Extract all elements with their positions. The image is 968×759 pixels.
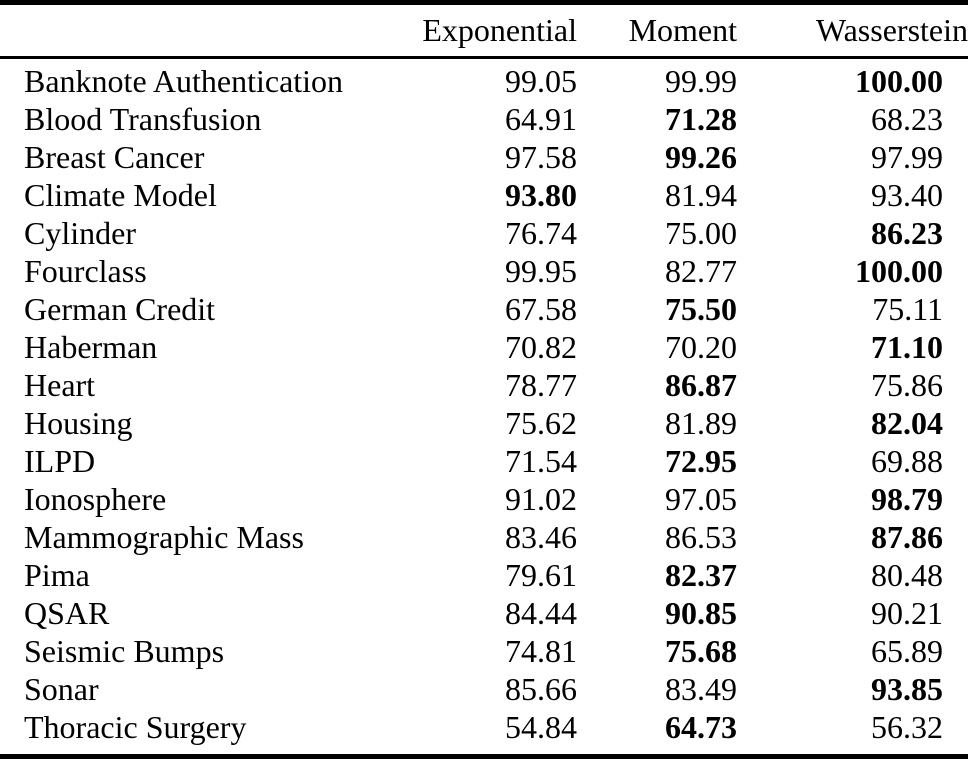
dataset-name: Seismic Bumps [24,633,225,669]
table-row: Climate Model 93.80 81.94 93.40 [0,176,968,214]
value-cell: 78.77 [505,367,577,403]
table-header: Exponential Moment Wasserstein [0,3,968,58]
value-cell: 85.66 [505,671,577,707]
dataset-name: Cylinder [24,215,136,251]
table-row: Fourclass 99.95 82.77 100.00 [0,252,968,290]
value-cell: 76.74 [505,215,577,251]
dataset-name: German Credit [24,291,216,327]
header-moment: Moment [628,12,737,48]
value-cell: 70.20 [665,329,737,365]
value-cell: 83.49 [665,671,737,707]
table-row: Thoracic Surgery 54.84 64.73 56.32 [0,708,968,757]
value-cell: 81.94 [665,177,737,213]
value-cell-best: 87.86 [871,519,943,555]
value-cell-best: 100.00 [855,253,943,289]
value-cell-best: 82.04 [871,405,943,441]
value-cell: 86.53 [665,519,737,555]
value-cell: 79.61 [505,557,577,593]
value-cell-best: 75.68 [665,633,737,669]
value-cell: 56.32 [871,709,943,745]
value-cell: 75.86 [871,367,943,403]
value-cell: 97.58 [505,139,577,175]
dataset-name: Fourclass [24,253,147,289]
value-cell: 65.89 [871,633,943,669]
dataset-name: Ionosphere [24,481,167,517]
table-row: Mammographic Mass 83.46 86.53 87.86 [0,518,968,556]
value-cell: 99.99 [665,63,737,99]
dataset-name: Pima [24,557,90,593]
table-row: Banknote Authentication 99.05 99.99 100.00 [0,58,968,101]
value-cell-best: 71.10 [871,329,943,365]
value-cell-best: 71.28 [665,101,737,137]
dataset-name: Blood Transfusion [24,101,262,137]
value-cell: 91.02 [505,481,577,517]
value-cell: 75.62 [505,405,577,441]
header-dataset-empty [0,3,390,58]
table-row: German Credit 67.58 75.50 75.11 [0,290,968,328]
value-cell-best: 93.85 [871,671,943,707]
value-cell-best: 90.85 [665,595,737,631]
value-cell: 70.82 [505,329,577,365]
table-row: Seismic Bumps 74.81 75.68 65.89 [0,632,968,670]
table-row: QSAR 84.44 90.85 90.21 [0,594,968,632]
dataset-name: Banknote Authentication [24,63,344,99]
value-cell-best: 72.95 [665,443,737,479]
value-cell-best: 93.80 [505,177,577,213]
value-cell: 83.46 [505,519,577,555]
value-cell-best: 100.00 [855,63,943,99]
table-row: Blood Transfusion 64.91 71.28 68.23 [0,100,968,138]
value-cell-best: 99.26 [665,139,737,175]
dataset-name: Thoracic Surgery [24,709,247,745]
value-cell-best: 86.23 [871,215,943,251]
dataset-name: Housing [24,405,133,441]
table-row: Ionosphere 91.02 97.05 98.79 [0,480,968,518]
dataset-name: ILPD [24,443,96,479]
table-row: Breast Cancer 97.58 99.26 97.99 [0,138,968,176]
table-row: Pima 79.61 82.37 80.48 [0,556,968,594]
value-cell: 71.54 [505,443,577,479]
header-row: Exponential Moment Wasserstein [0,3,968,58]
table-row: Housing 75.62 81.89 82.04 [0,404,968,442]
dataset-name: Heart [24,367,96,403]
header-wasserstein: Wasserstein [815,12,968,48]
value-cell: 67.58 [505,291,577,327]
table-row: Haberman 70.82 70.20 71.10 [0,328,968,366]
value-cell: 97.99 [871,139,943,175]
value-cell: 90.21 [871,595,943,631]
value-cell: 99.95 [505,253,577,289]
dataset-name: Breast Cancer [24,139,205,175]
value-cell: 75.11 [872,291,943,327]
table-row: Heart 78.77 86.87 75.86 [0,366,968,404]
table-body: Banknote Authentication 99.05 99.99 100.00 B… [0,58,968,757]
value-cell: 75.00 [665,215,737,251]
dataset-name: QSAR [24,595,110,631]
value-cell: 68.23 [871,101,943,137]
value-cell-best: 86.87 [665,367,737,403]
value-cell: 93.40 [871,177,943,213]
value-cell: 99.05 [505,63,577,99]
value-cell-best: 82.37 [665,557,737,593]
table-row: Cylinder 76.74 75.00 86.23 [0,214,968,252]
table-row: ILPD 71.54 72.95 69.88 [0,442,968,480]
dataset-name: Climate Model [24,177,217,213]
dataset-name: Mammographic Mass [24,519,304,555]
value-cell: 69.88 [871,443,943,479]
value-cell-best: 98.79 [871,481,943,517]
value-cell-best: 75.50 [665,291,737,327]
value-cell: 82.77 [665,253,737,289]
value-cell: 64.91 [505,101,577,137]
table-row: Sonar 85.66 83.49 93.85 [0,670,968,708]
value-cell: 81.89 [665,405,737,441]
dataset-name: Haberman [24,329,158,365]
value-cell: 84.44 [505,595,577,631]
value-cell: 97.05 [665,481,737,517]
header-exponential: Exponential [422,12,577,48]
value-cell-best: 64.73 [665,709,737,745]
value-cell: 54.84 [505,709,577,745]
value-cell: 74.81 [505,633,577,669]
dataset-name: Sonar [24,671,99,707]
value-cell: 80.48 [871,557,943,593]
